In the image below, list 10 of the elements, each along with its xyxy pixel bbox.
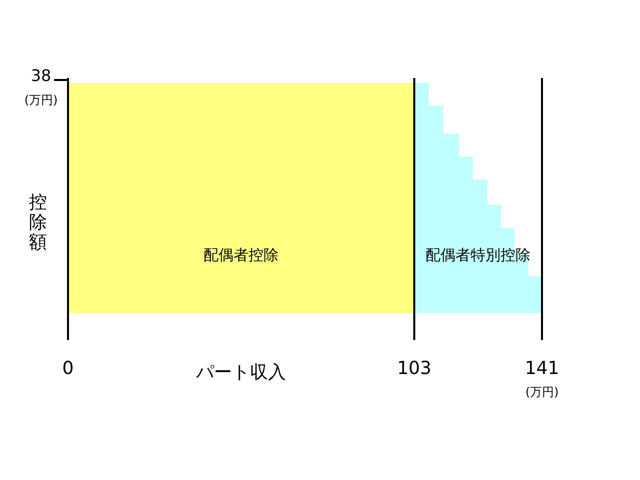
text: (万円) [24, 93, 58, 107]
series-label: 配偶者控除 [204, 246, 279, 264]
y-axis-title: 控除額 [29, 192, 47, 253]
x-axis-title: パート収入 [195, 362, 286, 383]
x-tick-label: 103 [397, 358, 432, 379]
x-tick-label: 141 [524, 358, 560, 379]
x-tick-label: 0 [62, 358, 74, 379]
series-label: 配偶者特別控除 [426, 246, 531, 264]
text: (万円) [525, 385, 559, 399]
annotation: 38 [30, 66, 52, 85]
